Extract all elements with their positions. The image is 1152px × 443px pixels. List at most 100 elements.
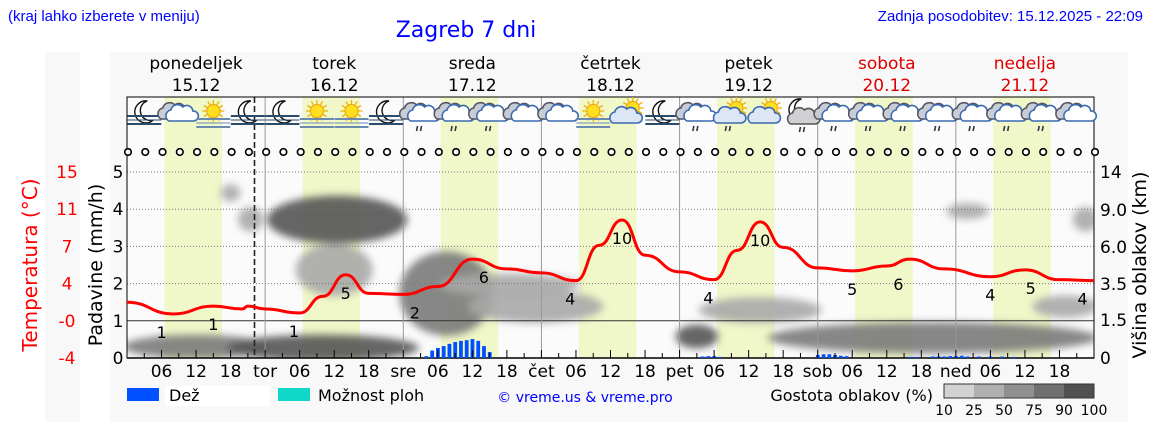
calm-circle-icon — [348, 147, 357, 157]
sun-ray — [742, 110, 747, 115]
drizzle-mark — [1002, 125, 1006, 132]
copyright-link[interactable]: © vreme.us & vreme.pro — [497, 390, 672, 406]
temperature-label: 5 — [1026, 279, 1036, 298]
calm-circle-icon — [538, 147, 547, 157]
calm-circle-icon — [797, 147, 806, 157]
cloud-density-legend-label: Gostota oblakov (%) — [770, 386, 933, 405]
temperature-tick: 11 — [56, 200, 78, 220]
sun-ray — [341, 113, 346, 118]
temperature-tick: -0 — [59, 312, 76, 332]
cloudy-icon — [1055, 101, 1098, 122]
drizzle-mark — [454, 125, 457, 132]
sun-fog-icon — [299, 100, 334, 128]
moon-fog-icon — [265, 100, 300, 125]
day-date: 21.12 — [1001, 76, 1050, 96]
density-level-label: 90 — [1055, 403, 1073, 419]
rain-bar — [948, 356, 953, 358]
cloud-drizzle-icon — [986, 101, 1028, 132]
moon-shape — [272, 100, 292, 124]
x-day-label: ned — [940, 362, 972, 382]
drizzle-mark — [798, 126, 802, 133]
sun-ray — [354, 101, 358, 106]
moon-fog-icon — [127, 100, 162, 125]
cloud-height-tick: 6.0 — [1100, 238, 1127, 258]
calm-circle-icon — [158, 147, 167, 157]
calm-circle-icon — [521, 147, 530, 157]
x-hour-label: 12 — [876, 362, 898, 382]
calm-circle-icon — [469, 147, 478, 157]
x-hour-label: 06 — [289, 362, 311, 382]
x-hour-label: 12 — [462, 362, 484, 382]
calm-circle-icon — [296, 147, 305, 157]
rain-bar — [965, 356, 970, 358]
cloud-shape — [165, 103, 200, 122]
rain-bar — [942, 356, 947, 358]
x-hour-label: 18 — [496, 362, 518, 382]
calm-circle-icon — [831, 147, 841, 157]
calm-circle-icon — [210, 147, 219, 157]
x-hour-label: 12 — [600, 362, 622, 382]
x-day-label: pet — [666, 362, 694, 382]
rain-bar — [424, 356, 429, 358]
cloud-cover-blob — [675, 324, 719, 349]
drizzle-mark — [830, 125, 833, 132]
moon-fog-icon — [645, 100, 680, 125]
calm-circle-icon — [451, 147, 461, 157]
cloud-drizzle-icon — [916, 101, 959, 132]
legend-label-bg — [165, 386, 270, 406]
sun-cloud-drizzle-icon — [712, 97, 748, 132]
drizzle-mark — [724, 125, 728, 132]
x-hour-label: 06 — [565, 362, 587, 382]
rain-bar — [482, 346, 486, 358]
density-swatch — [944, 384, 974, 398]
density-level-label: 10 — [935, 403, 953, 419]
drizzle-mark — [488, 125, 492, 132]
x-day-label: čet — [528, 362, 555, 382]
precip-tick: 1 — [113, 312, 124, 332]
drizzle-mark — [696, 125, 699, 132]
x-hour-label: 06 — [151, 362, 173, 382]
temperature-label: 1 — [208, 315, 218, 334]
page-title: Zagreb 7 dni — [396, 18, 537, 43]
day-date: 15.12 — [172, 76, 221, 96]
precip-tick: 2 — [113, 275, 124, 295]
sun-ray — [635, 98, 639, 103]
moon-shape — [134, 100, 154, 124]
rain-bar — [908, 356, 912, 358]
drizzle-mark — [415, 125, 419, 132]
calm-circle-icon — [866, 147, 875, 157]
drizzle-mark — [899, 125, 902, 132]
sun-ray — [626, 98, 630, 103]
cloudy-icon — [157, 101, 200, 122]
sun-fog-icon — [334, 100, 369, 128]
menu-hint-link[interactable]: (kraj lahko izberete v meniju) — [8, 8, 200, 25]
density-level-label: 100 — [1081, 403, 1108, 419]
density-swatch — [1004, 384, 1034, 398]
density-swatch — [974, 384, 1004, 398]
calm-circle-icon — [970, 147, 979, 157]
rain-legend-swatch — [127, 388, 159, 401]
temp-axis-panel — [45, 52, 80, 422]
x-hour-label: 18 — [220, 362, 242, 382]
sun-ray — [776, 110, 781, 115]
rain-bar — [844, 356, 849, 358]
rain-legend-label: Dež — [169, 386, 200, 405]
calm-circle-icon — [417, 147, 426, 157]
cloud-height-tick: 3.5 — [1100, 275, 1127, 295]
day-name: sobota — [858, 54, 916, 74]
calm-circle-icon — [503, 147, 512, 157]
moon-shape — [375, 100, 396, 124]
precip-tick: 5 — [113, 163, 124, 183]
sun-ray — [357, 104, 362, 109]
x-hour-label: 18 — [358, 362, 380, 382]
cloud-cover-blob — [295, 244, 373, 296]
calm-circle-icon — [590, 147, 599, 157]
calm-circle-icon — [1073, 147, 1082, 157]
temperature-tick: 15 — [56, 163, 78, 183]
cloud-cover-blob — [767, 322, 1094, 354]
rain-bar — [959, 355, 964, 358]
sun-ray — [726, 101, 731, 106]
daylight-band — [993, 97, 1051, 358]
drizzle-mark — [692, 125, 695, 132]
calm-circle-icon — [624, 147, 633, 157]
